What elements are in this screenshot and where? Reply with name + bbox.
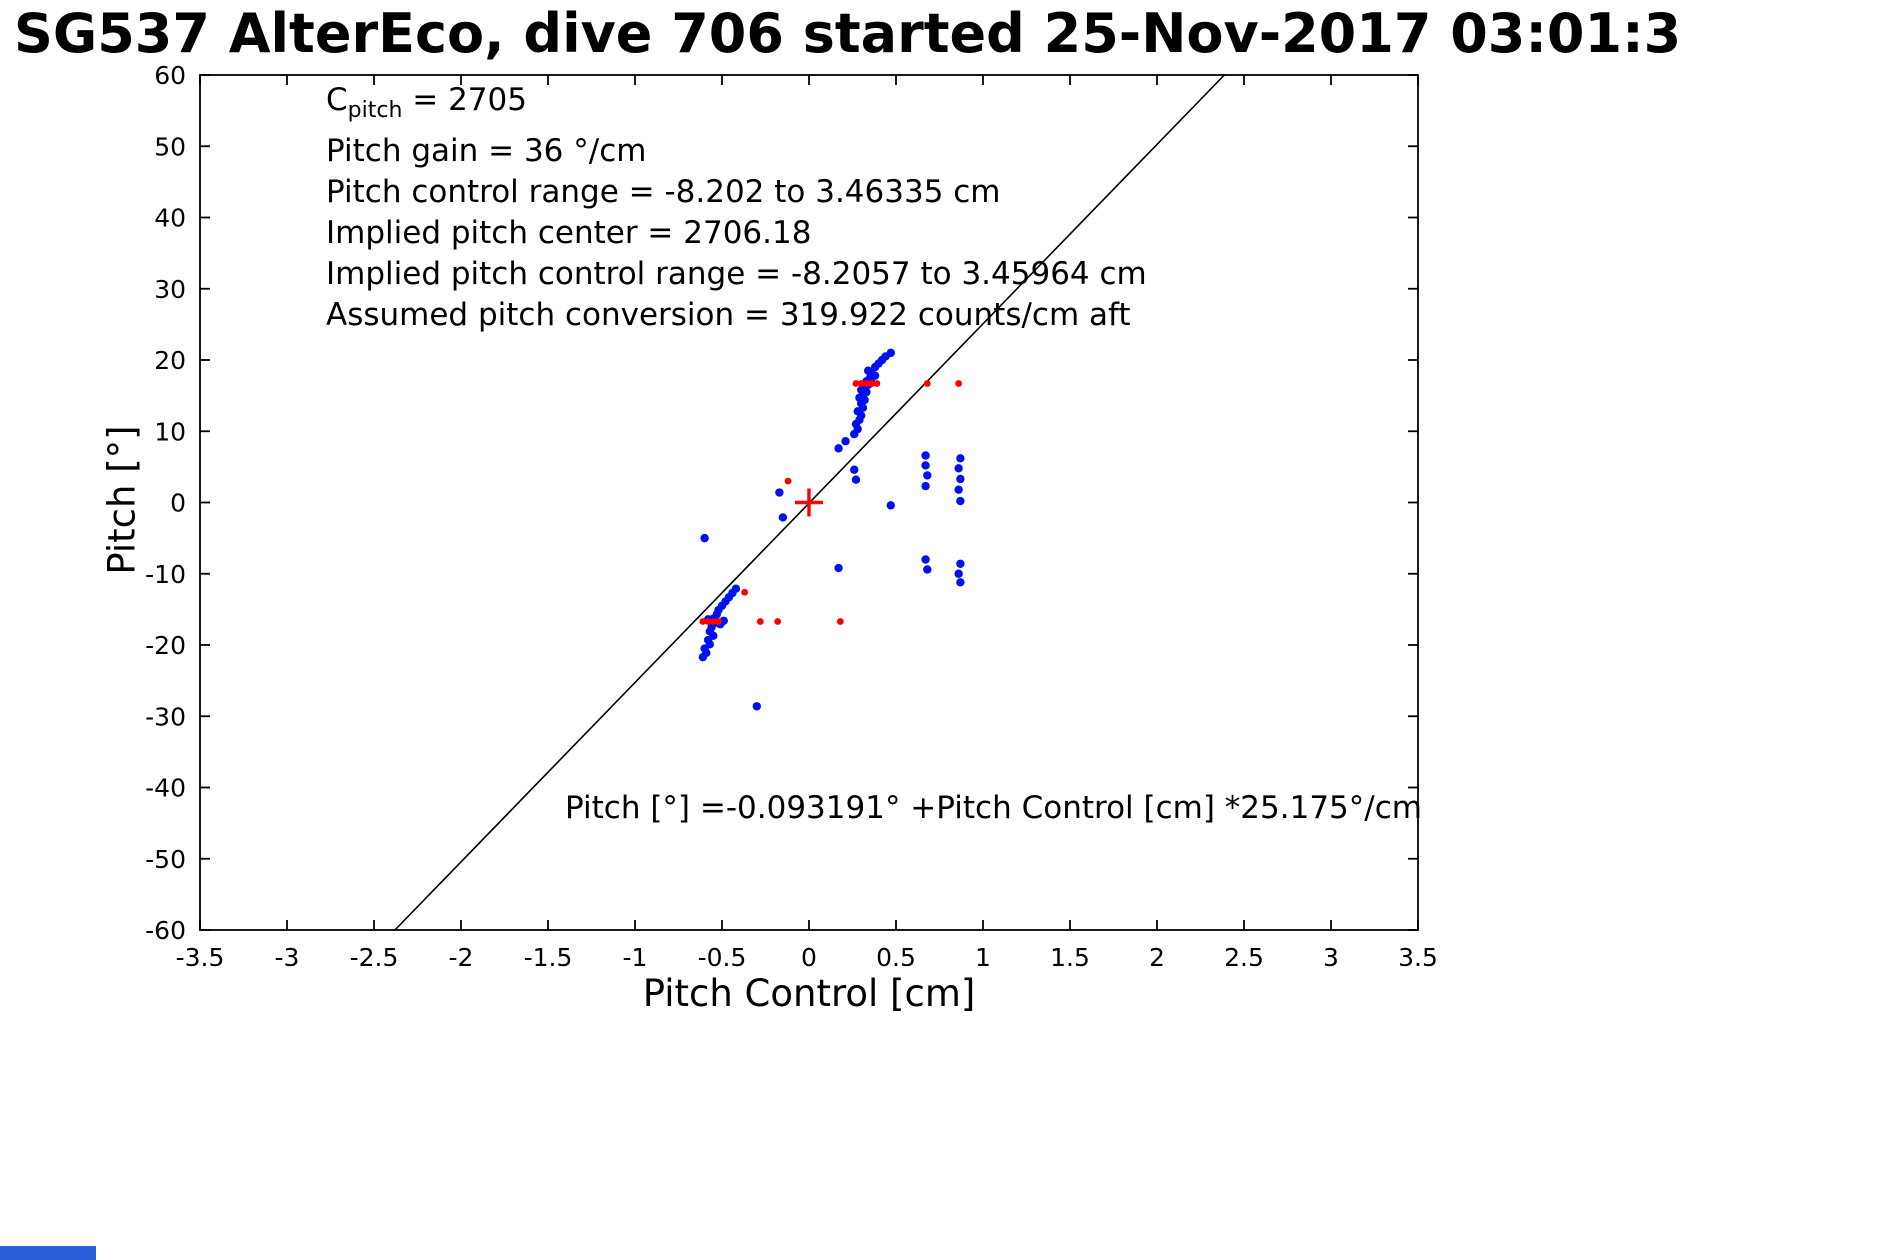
data-point — [774, 618, 782, 625]
data-point — [836, 618, 844, 625]
y-tick-label: 10 — [154, 417, 186, 446]
data-point — [752, 702, 761, 711]
data-point — [778, 513, 788, 522]
annotation-lines: Pitch gain = 36 °/cm Pitch control range … — [326, 131, 1147, 336]
x-tick-label: -3 — [275, 943, 300, 972]
data-point — [923, 565, 932, 574]
x-tick-label: -1.5 — [524, 943, 573, 972]
axes-box — [199, 74, 1419, 931]
data-point — [709, 618, 717, 625]
data-point — [870, 371, 880, 380]
data-point — [956, 454, 965, 463]
y-axis-label: Pitch [°] — [100, 425, 144, 575]
data-point — [956, 474, 965, 484]
annotation-block: Cpitch = 2705 Pitch gain = 36 °/cm Pitch … — [326, 80, 1147, 336]
data-point — [741, 588, 749, 596]
x-tick-label: -2.5 — [350, 943, 399, 972]
y-tick-label: 60 — [154, 61, 186, 90]
cpitch-base: C — [326, 82, 348, 118]
cpitch-subscript: pitch — [347, 98, 403, 124]
data-point — [852, 380, 860, 387]
annotation-line: Pitch gain = 36 °/cm — [326, 133, 647, 170]
data-point — [863, 366, 873, 375]
data-point — [923, 380, 931, 387]
data-point — [954, 569, 963, 578]
y-tick-label: 50 — [154, 132, 186, 161]
data-point — [921, 555, 930, 564]
data-point — [775, 488, 784, 497]
series-pitch-observations — [698, 348, 965, 711]
data-point — [850, 465, 859, 474]
data-point — [841, 437, 850, 446]
y-tick-label: -40 — [145, 774, 186, 803]
y-tick-label: -10 — [145, 560, 186, 589]
data-point — [873, 380, 881, 387]
series-implied-pitch-center — [795, 488, 823, 517]
data-point — [886, 348, 895, 358]
bottom-left-corner-fragment — [0, 1246, 96, 1260]
data-point — [956, 578, 965, 587]
data-point — [834, 563, 843, 573]
data-point — [857, 385, 866, 395]
tick-labels: -3.5 -3 -2.5 -2 -1.5 -1 -0.5 0 0.5 1 1.5 2 2.5 3 3.5 -6… — [145, 61, 1438, 972]
data-point — [700, 533, 709, 543]
data-point — [715, 618, 722, 625]
data-point — [857, 380, 865, 387]
y-tick-label: -60 — [145, 916, 186, 945]
annotation-line: Implied pitch control range = -8.2057 to… — [326, 256, 1147, 293]
data-point — [834, 444, 843, 453]
chart-title: SG537 AlterEco, dive 706 started 25-Nov-… — [14, 2, 1682, 65]
data-point — [851, 475, 861, 484]
fit-equation: Pitch [°] =-0.093191° +Pitch Control [cm… — [565, 790, 1422, 826]
data-point — [921, 451, 930, 460]
x-tick-label: 1.5 — [1050, 943, 1090, 972]
x-axis-label: Pitch Control [cm] — [642, 972, 976, 1015]
data-point — [923, 471, 932, 480]
x-tick-label: -3.5 — [176, 943, 225, 972]
annotation-line: Assumed pitch conversion = 319.922 count… — [326, 297, 1131, 334]
data-point — [956, 559, 965, 568]
y-tick-label: 0 — [170, 489, 186, 518]
y-tick-label: -50 — [145, 845, 186, 874]
data-point — [704, 618, 712, 625]
x-tick-label: 2.5 — [1224, 943, 1264, 972]
x-tick-label: 3 — [1323, 943, 1339, 972]
data-point — [954, 464, 963, 473]
x-tick-label: 1 — [975, 943, 991, 972]
y-tick-label: -20 — [145, 631, 186, 660]
data-point — [868, 380, 876, 387]
x-tick-label: 0.5 — [876, 943, 916, 972]
data-point — [955, 380, 963, 387]
x-tick-label: 0 — [801, 943, 817, 972]
y-tick-label: 30 — [154, 275, 186, 304]
y-tick-label: 40 — [154, 204, 186, 233]
data-point — [855, 393, 864, 402]
pitch-center-marker — [795, 488, 823, 517]
series-flagged-observations — [699, 380, 963, 625]
data-point — [699, 618, 707, 625]
x-tick-label: -2 — [449, 943, 474, 972]
cpitch-value: = 2705 — [402, 82, 527, 118]
data-point — [956, 496, 965, 506]
y-tick-label: -30 — [145, 702, 186, 731]
x-tick-label: -1 — [623, 943, 648, 972]
y-tick-label: 20 — [154, 346, 186, 375]
data-point — [698, 652, 708, 662]
data-point — [954, 485, 963, 494]
data-point — [921, 461, 930, 470]
data-point — [784, 477, 792, 485]
data-point — [886, 501, 895, 510]
data-point — [756, 618, 764, 625]
annotation-line: Pitch control range = -8.202 to 3.46335 … — [326, 174, 1001, 211]
annotation-cpitch: Cpitch = 2705 — [326, 80, 1147, 131]
x-tick-label: 2 — [1149, 943, 1165, 972]
data-point — [921, 481, 930, 491]
x-tick-label: 3.5 — [1398, 943, 1438, 972]
data-point — [863, 380, 870, 387]
x-tick-label: -0.5 — [698, 943, 747, 972]
annotation-line: Implied pitch center = 2706.18 — [326, 215, 812, 252]
